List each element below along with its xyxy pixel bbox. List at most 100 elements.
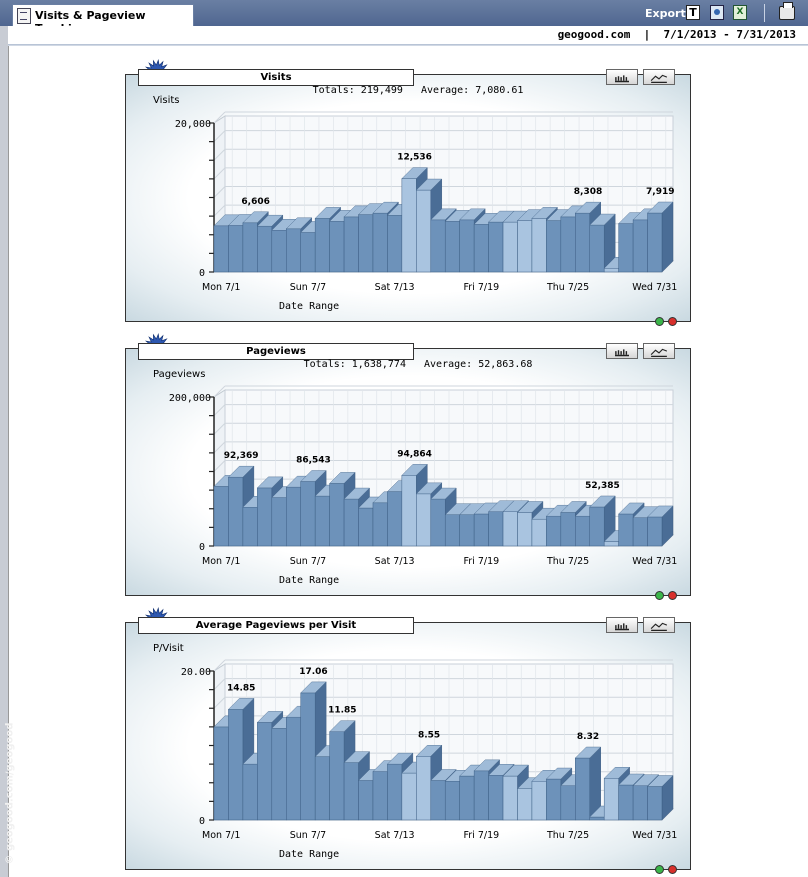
bar-front (416, 756, 432, 821)
line-chart-toggle-button[interactable] (643, 343, 675, 359)
bar-top (415, 745, 443, 757)
line-chart-toggle-button[interactable] (643, 69, 675, 85)
watermark: © geogood.com/geogood (4, 722, 16, 865)
bar-front (444, 781, 460, 821)
bar-chart: 200,000 0 92,369 86,543 94,864 52,385 Mon 7/1 S… (169, 385, 677, 586)
excel-export-icon[interactable]: X (733, 5, 747, 20)
bar-chart: 20,000 0 6,606 12,536 8,308 7,919 Mon 7/1 Sun 7… (175, 111, 677, 312)
bar (647, 201, 674, 273)
bar-front (603, 268, 619, 273)
status-green-indicator (655, 317, 664, 326)
bar-front (372, 771, 388, 821)
bar-front (387, 491, 403, 547)
data-label: 52,385 (585, 481, 620, 491)
bar-front (618, 223, 634, 273)
gridline-diagonal (213, 130, 226, 142)
bar-front (430, 498, 446, 547)
bar-front (473, 513, 489, 547)
bar-front (488, 511, 504, 547)
bar-front (271, 497, 287, 547)
bar-front (358, 780, 374, 821)
bar-top (329, 472, 356, 484)
text-export-icon[interactable]: T (686, 5, 700, 20)
bar-front (358, 214, 374, 273)
status-red-indicator (668, 865, 677, 874)
bar-top (531, 207, 558, 219)
bar-front (502, 511, 518, 547)
data-label: 8.32 (577, 732, 599, 742)
bar-front (401, 772, 417, 821)
bar-front (372, 502, 388, 547)
bar-front (213, 486, 229, 547)
line-chart-icon (650, 74, 668, 83)
bar-front (242, 507, 258, 547)
bar-chart-toggle-button[interactable] (606, 617, 638, 633)
bar-front (560, 216, 576, 273)
bar-front (228, 709, 244, 821)
report-tab[interactable]: Visits & Pageview Tracking (12, 4, 194, 35)
line-chart-icon (650, 622, 668, 631)
bar-top (430, 208, 457, 221)
bar-chart-toggle-button[interactable] (606, 69, 638, 85)
gridline-diagonal (213, 186, 226, 198)
status-green-indicator (655, 591, 664, 600)
bar-front (430, 780, 446, 821)
bar-front (632, 785, 648, 821)
y-tick-label: 0 (199, 542, 205, 553)
bar-top (227, 698, 255, 710)
bar-front (286, 716, 301, 821)
line-chart-icon (650, 348, 668, 357)
bar-top (227, 465, 255, 478)
y-tick-label: 200,000 (169, 393, 211, 404)
bar-top (574, 746, 602, 759)
bar-top (618, 773, 645, 786)
bar-front (300, 232, 316, 273)
bar-top (517, 501, 544, 513)
x-tick-label: Mon 7/1 (202, 282, 240, 293)
bar-front (213, 225, 229, 273)
bar-front (343, 216, 359, 273)
bar-top (545, 767, 573, 780)
bar-front (575, 515, 590, 547)
bar-front (300, 481, 316, 547)
bar-front (647, 786, 663, 821)
data-label: 14.85 (227, 683, 255, 693)
gridline-diagonal (213, 441, 226, 454)
line-chart-toggle-button[interactable] (643, 617, 675, 633)
printer-icon[interactable] (779, 2, 795, 20)
bar-chart-toggle-button[interactable] (606, 343, 638, 359)
totals-line: Totals: 219,499 Average: 7,080.61 (312, 85, 524, 96)
gridline-diagonal (213, 385, 226, 398)
bar-front (603, 541, 619, 547)
image-export-icon[interactable] (710, 5, 724, 20)
bar-front (531, 218, 547, 273)
gridline-diagonal (213, 148, 226, 161)
bar-front (271, 728, 287, 821)
bar-top (285, 217, 313, 229)
top-header-bar: Visits & Pageview Tracking Export T X (0, 0, 808, 35)
metric-label: P/Visit (153, 643, 184, 654)
document-icon (17, 8, 31, 24)
gridline-diagonal (213, 167, 226, 180)
data-label: 92,369 (224, 451, 259, 461)
x-tick-label: Fri 7/19 (464, 556, 500, 567)
bar-top (459, 208, 486, 221)
bar-front (589, 224, 605, 273)
date-range: 7/1/2013 - 7/31/2013 (663, 28, 796, 41)
bar-chart-icon (615, 75, 629, 83)
bar-front (459, 775, 475, 821)
plot-area: 20.00 0 14.85 17.06 11.85 8.55 8.32 Mon 7/1 Sun … (181, 659, 677, 860)
plot-area: 200,000 0 92,369 86,543 94,864 52,385 Mon 7/1 S… (169, 385, 677, 586)
gridline-diagonal (213, 678, 226, 690)
bar-front (242, 222, 258, 273)
site-info-bar: geogood.com | 7/1/2013 - 7/31/2013 (8, 26, 808, 45)
y-tick-label: 0 (199, 268, 205, 279)
bar-top (502, 500, 529, 512)
bar (574, 746, 602, 821)
bar-top (401, 464, 428, 476)
gridline-diagonal (213, 404, 226, 416)
bar-top (473, 759, 501, 772)
x-tick-label: Thu 7/25 (546, 282, 589, 293)
bar (647, 774, 674, 821)
x-tick-label: Fri 7/19 (464, 282, 500, 293)
